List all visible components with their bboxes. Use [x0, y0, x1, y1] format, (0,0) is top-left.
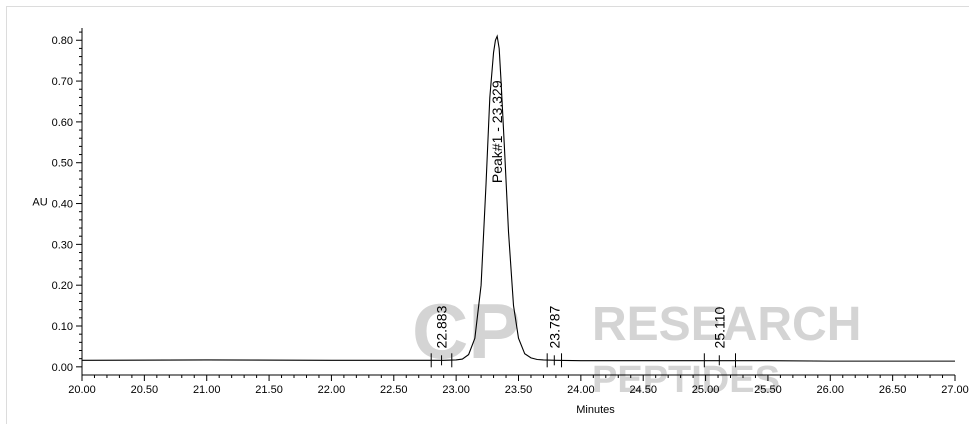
x-tick-label: 24.50: [629, 384, 657, 396]
peak-annotation: Peak#1 - 23.329: [489, 80, 505, 183]
x-tick-label: 26.00: [817, 384, 845, 396]
watermark-logo: CP: [412, 287, 520, 375]
x-tick-label: 23.50: [505, 384, 533, 396]
y-tick-label: 0.50: [52, 158, 73, 170]
y-tick-label: 0.30: [52, 239, 73, 251]
peak-annotation: 22.883: [430, 305, 453, 368]
x-tick-label: 22.00: [318, 384, 346, 396]
y-tick-label: 0.10: [52, 321, 73, 333]
x-tick-label: 27.00: [941, 384, 969, 396]
x-tick-label: 24.00: [567, 384, 595, 396]
y-tick-label: 0.60: [52, 117, 73, 129]
watermark: CP RESEARCH PEPTIDES: [412, 287, 861, 401]
watermark-line1: RESEARCH: [592, 298, 861, 351]
peak-annotations: 22.883 Peak#1 - 23.329 23.787 25.110: [430, 80, 737, 368]
y-tick-label: 0.70: [52, 76, 73, 88]
x-tick-label: 20.50: [131, 384, 159, 396]
axes: 0.00 0.10 0.20 0.30 0.40 0.50 0.60 0.70 0.80 20.0…: [52, 28, 969, 396]
peak-annotation: 25.110: [703, 306, 737, 368]
x-tick-label: 21.50: [255, 384, 283, 396]
chart-frame: [6, 6, 969, 424]
x-tick-label: 25.50: [754, 384, 782, 396]
peak-label: Peak#1 - 23.329: [489, 80, 505, 183]
watermark-line2: PEPTIDES: [592, 359, 780, 401]
x-tick-label: 21.00: [193, 384, 221, 396]
y-axis-title: AU: [32, 197, 47, 209]
x-tick-label: 26.50: [879, 384, 907, 396]
x-tick-label: 23.00: [442, 384, 470, 396]
x-tick-label: 25.00: [692, 384, 720, 396]
y-tick-label: 0.00: [52, 362, 73, 374]
x-axis-title: Minutes: [576, 404, 615, 416]
x-tick-label: 22.50: [380, 384, 408, 396]
y-tick-label: 0.80: [52, 35, 73, 47]
y-tick-label: 0.20: [52, 280, 73, 292]
peak-label: 23.787: [546, 305, 562, 348]
peak-label: 25.110: [711, 306, 727, 348]
trace: [81, 34, 955, 362]
x-tick-label: 20.00: [68, 384, 96, 396]
peak-annotation: 23.787: [546, 305, 562, 368]
y-tick-label: 0.40: [52, 199, 73, 211]
peak-label: 22.883: [434, 305, 450, 348]
chromatogram-line: [81, 34, 955, 362]
